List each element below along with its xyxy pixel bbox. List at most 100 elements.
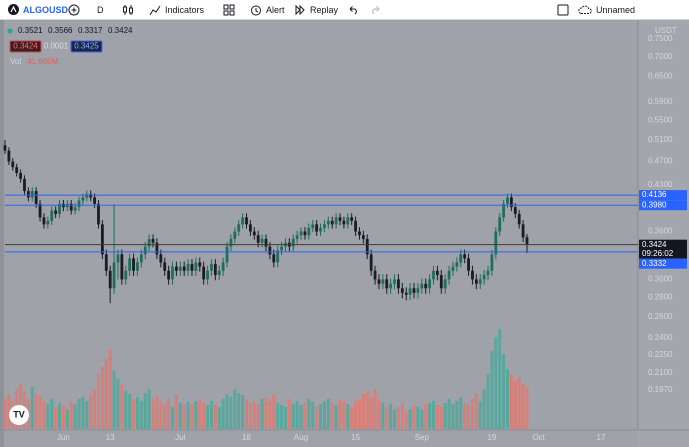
logo[interactable] bbox=[9, 405, 29, 425]
indicators-text[interactable]: Indicators bbox=[165, 4, 205, 15]
volume-bar bbox=[455, 401, 459, 429]
volume-bar bbox=[96, 374, 100, 429]
layout-name[interactable]: Unnamed bbox=[578, 0, 635, 19]
bid-box[interactable] bbox=[9, 40, 42, 53]
volume-bar bbox=[225, 394, 229, 429]
volume-bar bbox=[303, 403, 307, 429]
volume-bar bbox=[61, 405, 65, 429]
y-tick-label: 0.1970 bbox=[648, 385, 673, 394]
candle-body bbox=[291, 238, 295, 247]
candle-body bbox=[225, 246, 229, 263]
volume-bar bbox=[299, 405, 303, 429]
candle-body bbox=[412, 288, 416, 293]
volume-bar bbox=[272, 394, 276, 429]
volume-bar bbox=[377, 399, 381, 429]
x-tick-label: 18 bbox=[242, 433, 251, 442]
candle-body bbox=[174, 266, 178, 271]
volume-bar bbox=[42, 401, 46, 429]
candle-body bbox=[93, 197, 96, 204]
legend-close: 0.3424 bbox=[108, 26, 133, 35]
candle-body bbox=[54, 210, 58, 214]
volume-bar bbox=[124, 391, 128, 429]
layout-name-text[interactable]: Unnamed bbox=[596, 4, 636, 15]
layouts[interactable] bbox=[223, 0, 235, 19]
candle-body bbox=[463, 254, 467, 259]
x-tick-label: 19 bbox=[487, 433, 496, 442]
volume-bar bbox=[393, 409, 397, 429]
candle-body bbox=[420, 283, 424, 289]
candle-body bbox=[89, 194, 93, 198]
compare[interactable] bbox=[68, 0, 80, 19]
replay[interactable]: Replay bbox=[294, 0, 338, 19]
candle-body bbox=[171, 266, 174, 280]
candle-body bbox=[311, 224, 315, 228]
volume-bar bbox=[357, 399, 361, 429]
candle-body bbox=[307, 227, 311, 236]
volume-bar bbox=[326, 399, 330, 429]
candle-body bbox=[400, 288, 404, 293]
price-label: 0.3332 bbox=[642, 259, 667, 268]
volume-bar bbox=[404, 411, 408, 429]
candle-body bbox=[377, 279, 381, 284]
volume-bar bbox=[346, 404, 350, 429]
candle-body bbox=[517, 213, 521, 225]
candle-body bbox=[471, 270, 474, 280]
volume-bar bbox=[408, 409, 412, 429]
bid[interactable]: 0.3424 bbox=[13, 42, 38, 51]
candle-body bbox=[525, 237, 529, 245]
volume-title: Vol bbox=[10, 57, 21, 66]
candle-body bbox=[159, 254, 163, 263]
volume-bar bbox=[354, 401, 358, 429]
volume-bar bbox=[171, 407, 175, 429]
volume-bar bbox=[81, 397, 85, 429]
candle-body bbox=[342, 220, 346, 225]
symbol[interactable]: ALGOUSD bbox=[23, 4, 68, 15]
candle-body bbox=[128, 258, 132, 271]
candle-body bbox=[108, 270, 112, 289]
interval-text[interactable]: D bbox=[97, 4, 104, 15]
volume-bar bbox=[264, 397, 268, 429]
alert[interactable]: Alert bbox=[250, 0, 285, 19]
x-tick-label: Aug bbox=[294, 433, 308, 442]
undo-icon bbox=[349, 6, 357, 15]
countdown: 09:26:02 bbox=[642, 249, 674, 258]
ask[interactable]: 0.3425 bbox=[74, 42, 99, 51]
volume-bar bbox=[439, 407, 443, 429]
volume-bar bbox=[385, 407, 389, 429]
toolbar: ALGOUSD D Indicators Alert Replay Unname… bbox=[0, 0, 689, 20]
alert-text[interactable]: Alert bbox=[266, 4, 285, 15]
logo-mark[interactable]: TV bbox=[13, 409, 25, 419]
chart-style[interactable] bbox=[122, 0, 134, 19]
volume-bar bbox=[311, 402, 315, 429]
candle-body bbox=[299, 231, 303, 236]
x-tick-label: Oct bbox=[532, 433, 545, 442]
volume-bar bbox=[3, 399, 7, 429]
symbol-search[interactable]: ALGOUSD bbox=[8, 0, 68, 19]
replay-text[interactable]: Replay bbox=[310, 4, 339, 15]
candle-body bbox=[338, 217, 342, 221]
volume-bar bbox=[342, 401, 346, 429]
fullscreen[interactable] bbox=[557, 0, 569, 19]
candle-body bbox=[513, 207, 517, 214]
x-tick-label: Sep bbox=[415, 433, 430, 442]
undo[interactable] bbox=[348, 0, 359, 19]
volume-bar bbox=[100, 367, 104, 429]
indicators[interactable]: Indicators bbox=[149, 0, 204, 19]
candle-body bbox=[408, 288, 412, 295]
candle-body bbox=[11, 161, 15, 168]
interval[interactable]: D bbox=[97, 0, 104, 19]
volume-bar bbox=[498, 329, 502, 429]
redo[interactable] bbox=[370, 0, 381, 19]
candle-body bbox=[334, 217, 338, 225]
volume-bar bbox=[268, 401, 272, 429]
candle-body bbox=[167, 270, 171, 280]
ask-box[interactable] bbox=[70, 40, 103, 53]
volume-bar bbox=[482, 389, 486, 429]
volume-bar bbox=[132, 399, 136, 429]
candle-body bbox=[46, 220, 50, 225]
x-tick-label: Jun bbox=[57, 433, 70, 442]
volume-bar bbox=[412, 405, 416, 429]
volume-bar bbox=[155, 396, 159, 429]
y-tick-label: 0.5900 bbox=[648, 97, 673, 106]
candle-body bbox=[416, 288, 420, 293]
